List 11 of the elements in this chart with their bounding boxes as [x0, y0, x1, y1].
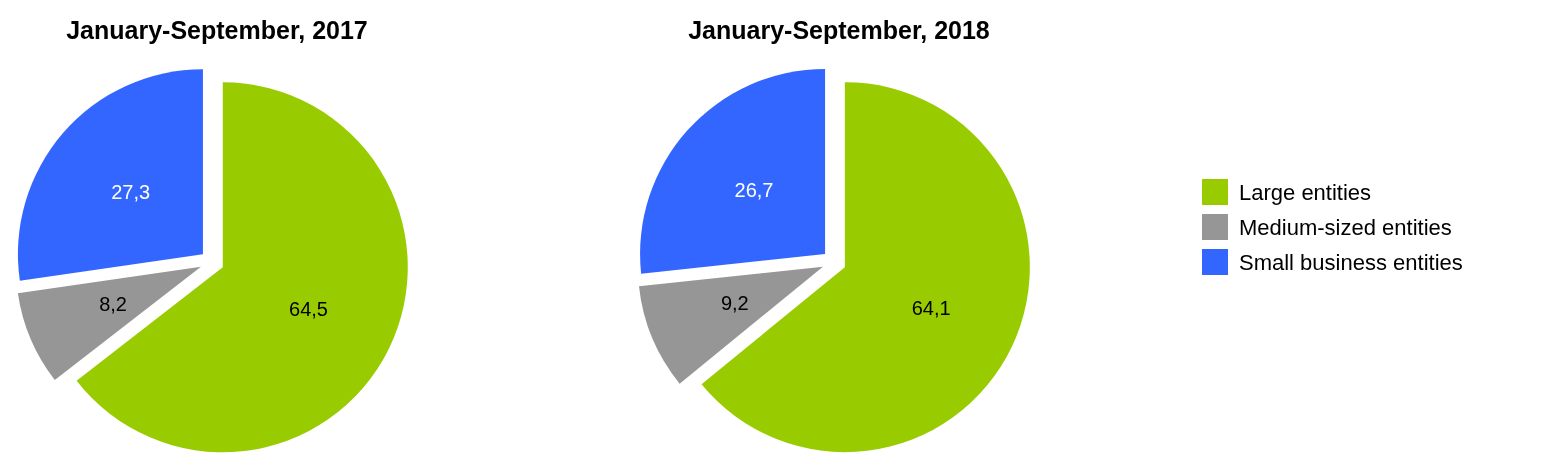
- chart-title: January-September, 2018: [688, 15, 990, 44]
- legend-label: Large entities: [1239, 179, 1372, 205]
- data-label: 27,3: [111, 180, 151, 203]
- data-label: 64,5: [289, 298, 329, 321]
- data-label: 64,1: [911, 297, 951, 320]
- data-label: 9,2: [720, 292, 749, 315]
- chart-title: January-September, 2017: [66, 15, 368, 44]
- legend-label: Medium-sized entities: [1239, 214, 1452, 240]
- data-label: 26,7: [734, 179, 774, 202]
- legend-label: Small business entities: [1239, 249, 1463, 275]
- data-label: 8,2: [99, 293, 127, 316]
